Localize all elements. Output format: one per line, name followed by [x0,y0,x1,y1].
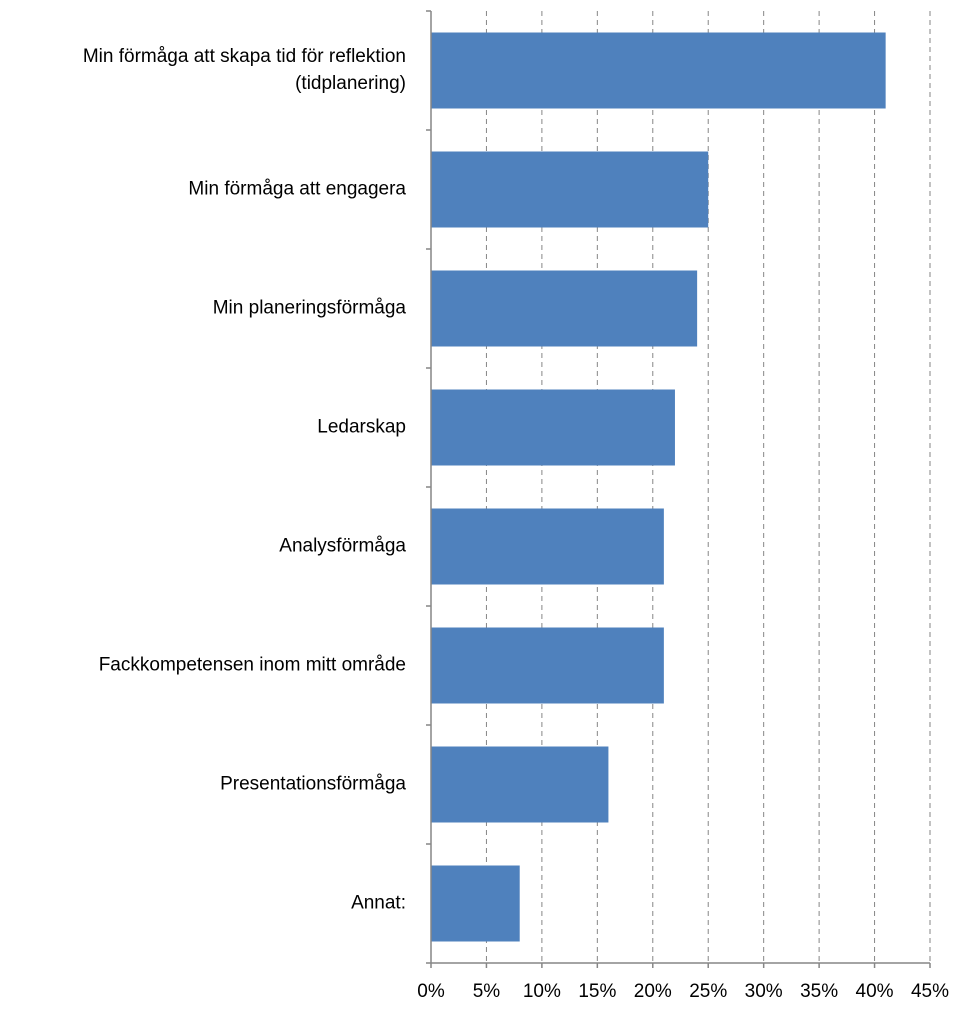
category-label: Min planeringsförmåga [213,298,407,319]
x-tick-label: 20% [634,981,672,1002]
x-tick-label: 30% [745,981,783,1002]
bar [431,508,664,585]
category-label: Presentationsförmåga [220,774,406,795]
bar [431,270,698,347]
category-label: Annat: [351,893,406,914]
category-label: Min förmåga att skapa tid för reflektion [83,46,406,67]
bar [431,746,609,823]
x-tick-label: 10% [523,981,561,1002]
category-label: Fackkompetensen inom mitt område [99,655,406,676]
category-label: Ledarskap [317,417,406,438]
bar [431,32,886,109]
category-label: (tidplanering) [295,73,406,94]
x-tick-label: 35% [800,981,838,1002]
x-tick-label: 5% [473,981,501,1002]
bar [431,865,520,942]
category-label: Analysförmåga [279,536,406,557]
bar [431,151,709,228]
bar [431,627,664,704]
x-tick-label: 0% [417,981,445,1002]
x-tick-label: 40% [856,981,894,1002]
bar [431,389,675,466]
category-label: Min förmåga att engagera [188,179,406,200]
x-tick-label: 45% [911,981,949,1002]
x-tick-label: 15% [578,981,616,1002]
x-tick-label: 25% [689,981,727,1002]
